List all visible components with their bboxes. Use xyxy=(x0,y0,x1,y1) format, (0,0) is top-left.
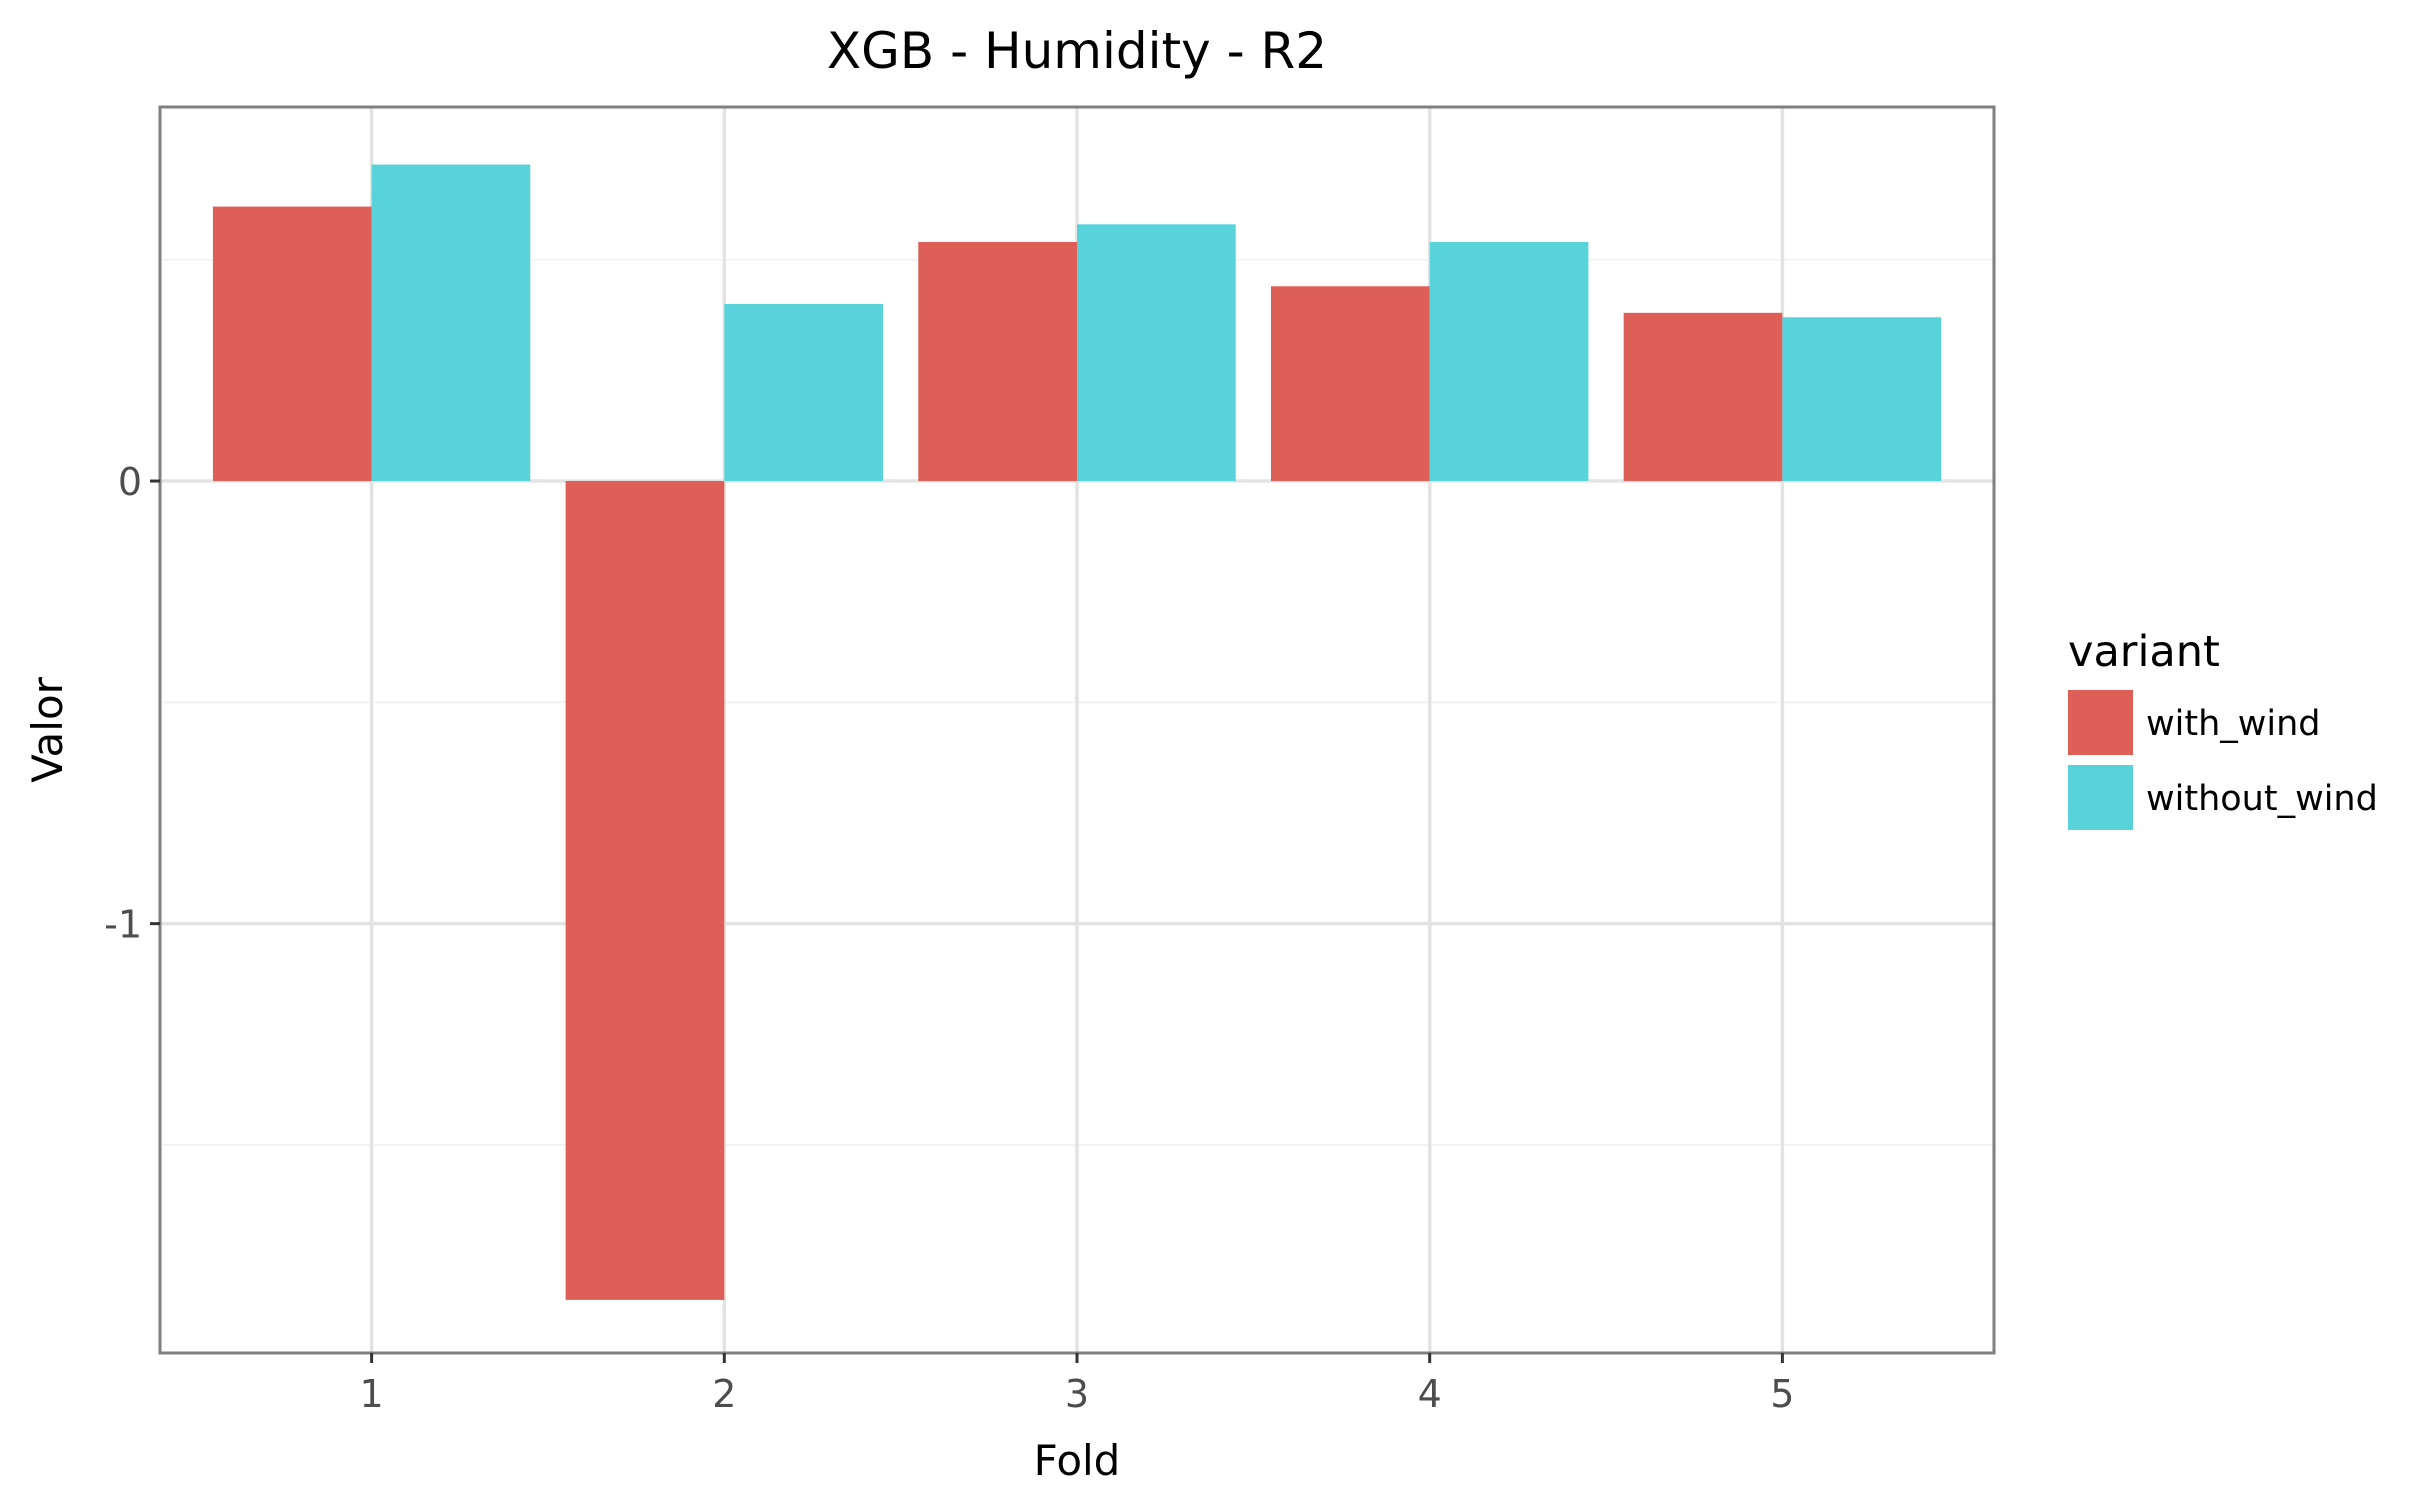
bar-without_wind-fold-2 xyxy=(724,303,884,482)
legend-label: with_wind xyxy=(2146,704,2321,744)
y-axis-ticks: 0 -1 xyxy=(104,460,160,947)
bar-with_wind-fold-5 xyxy=(1623,312,1783,482)
legend-item-with_wind: with_wind xyxy=(2068,690,2321,755)
bar-without_wind-fold-4 xyxy=(1429,242,1589,482)
bar-with_wind-fold-3 xyxy=(918,242,1077,482)
x-tick-label: 5 xyxy=(1770,1372,1794,1416)
bar-without_wind-fold-1 xyxy=(371,164,531,482)
x-axis-ticks: 1 2 3 4 5 xyxy=(360,1353,1794,1416)
legend-label: without_wind xyxy=(2146,779,2378,819)
legend-item-without_wind: without_wind xyxy=(2068,765,2378,830)
bar-with_wind-fold-2 xyxy=(565,481,725,1300)
x-tick-label: 2 xyxy=(712,1372,736,1416)
x-axis-label: Fold xyxy=(1034,1436,1121,1485)
legend-title: variant xyxy=(2068,627,2220,677)
legend: variant with_wind without_wind xyxy=(2068,627,2378,830)
x-tick-label: 3 xyxy=(1065,1372,1089,1416)
y-tick-label: -1 xyxy=(104,903,142,947)
bar-without_wind-fold-3 xyxy=(1077,224,1236,482)
legend-swatch xyxy=(2068,690,2133,755)
y-axis-label: Valor xyxy=(23,676,72,783)
bars xyxy=(212,164,1942,1300)
y-tick-label: 0 xyxy=(118,460,142,504)
bar-without_wind-fold-5 xyxy=(1782,317,1942,482)
x-tick-label: 1 xyxy=(360,1372,384,1416)
bar-with_wind-fold-1 xyxy=(212,206,372,482)
chart-title: XGB - Humidity - R2 xyxy=(827,22,1327,80)
legend-items: with_wind without_wind xyxy=(2068,690,2378,830)
x-tick-label: 4 xyxy=(1418,1372,1442,1416)
bar-with_wind-fold-4 xyxy=(1270,286,1430,482)
legend-swatch xyxy=(2068,765,2133,830)
